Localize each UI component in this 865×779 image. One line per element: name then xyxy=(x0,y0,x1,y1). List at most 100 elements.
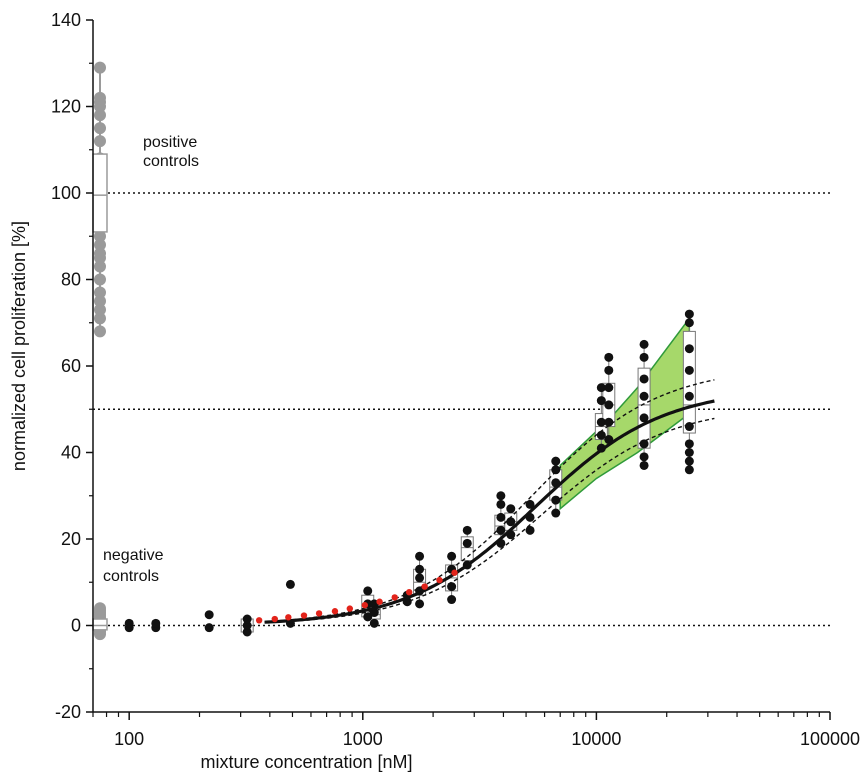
red-marker xyxy=(346,605,354,612)
data-points xyxy=(124,309,694,637)
y-tick-label: 0 xyxy=(71,616,81,636)
data-point xyxy=(551,495,561,505)
x-tick-label: 100000 xyxy=(800,729,860,749)
red-marker xyxy=(271,615,278,623)
y-tick-label: -20 xyxy=(55,702,81,722)
positive-control-point xyxy=(93,286,106,299)
data-point xyxy=(684,448,694,457)
data-point xyxy=(604,365,614,375)
red-marker xyxy=(285,614,292,621)
y-tick-label: 60 xyxy=(61,356,81,376)
red-marker xyxy=(421,583,428,590)
x-tick-label: 10000 xyxy=(571,729,621,749)
positive-control-point xyxy=(93,312,106,325)
data-point xyxy=(684,391,694,401)
red-marker xyxy=(300,612,308,619)
negative-control-box xyxy=(92,618,108,631)
positive-control-point xyxy=(93,230,106,243)
data-point xyxy=(496,525,506,535)
data-point xyxy=(496,512,506,522)
fit-curve xyxy=(264,399,715,624)
data-point xyxy=(684,365,694,375)
data-point xyxy=(242,627,252,637)
positive-control-point xyxy=(93,247,106,260)
data-point xyxy=(242,621,252,630)
data-point xyxy=(242,614,252,624)
data-point xyxy=(596,396,606,406)
y-axis-title: normalized cell proliferation [%] xyxy=(9,221,29,471)
data-point xyxy=(596,417,606,427)
positive-control-point xyxy=(93,295,106,308)
data-point xyxy=(506,517,516,527)
positive-control-point xyxy=(93,273,106,286)
data-point xyxy=(639,413,649,423)
data-point xyxy=(506,504,516,514)
data-point xyxy=(415,564,425,574)
red-marker xyxy=(376,598,383,605)
positive-control-box xyxy=(92,153,108,233)
data-point xyxy=(124,618,134,628)
positive-control-point xyxy=(93,325,106,338)
fit-curves xyxy=(264,379,715,624)
annotations: positive controls negative controls xyxy=(103,134,199,585)
box-plots xyxy=(240,314,696,633)
positive-control-point xyxy=(93,303,106,316)
data-point xyxy=(639,460,649,470)
data-point xyxy=(551,465,561,475)
data-point xyxy=(496,491,506,501)
red-marker xyxy=(436,576,443,584)
data-point xyxy=(639,452,649,462)
red-marker xyxy=(315,610,323,617)
red-marker xyxy=(331,608,339,615)
positive-controls-label-line: controls xyxy=(143,153,199,170)
positive-control-point xyxy=(93,109,106,122)
data-point xyxy=(639,374,649,384)
y-tick-label: 140 xyxy=(51,10,81,30)
data-point xyxy=(447,595,457,605)
y-tick-label: 80 xyxy=(61,270,81,290)
positive-controls-label: positive controls xyxy=(143,134,199,170)
data-point xyxy=(684,309,694,319)
positive-control-point xyxy=(93,122,106,135)
red-marker xyxy=(451,569,458,576)
data-point xyxy=(415,551,425,561)
data-point xyxy=(415,599,425,609)
data-point xyxy=(369,618,379,628)
data-point xyxy=(596,383,606,393)
positive-control-point xyxy=(93,91,106,104)
data-point xyxy=(525,499,535,509)
data-point xyxy=(684,465,694,475)
data-point xyxy=(204,610,214,620)
data-point xyxy=(285,579,295,589)
red-marker xyxy=(391,594,398,601)
data-point xyxy=(496,499,506,509)
data-point xyxy=(639,352,649,362)
data-point xyxy=(151,618,161,628)
positive-control-point xyxy=(93,61,106,74)
data-point xyxy=(639,339,649,349)
data-point xyxy=(204,623,214,633)
red-marker xyxy=(405,588,413,596)
data-point xyxy=(604,383,614,393)
control-groups xyxy=(92,61,108,641)
data-point xyxy=(684,344,694,354)
data-point xyxy=(604,417,614,427)
negative-control-point xyxy=(93,602,106,615)
negative-controls-label: negative controls xyxy=(103,547,164,585)
positive-control-point xyxy=(93,260,106,273)
data-point xyxy=(639,439,649,449)
data-point xyxy=(363,586,373,596)
confidence-band-lower xyxy=(264,417,715,624)
data-point xyxy=(684,456,694,466)
positive-control-point xyxy=(93,135,106,148)
axes: -20 0 20 40 60 80 100 120 140 100 1000 10000 100000 m… xyxy=(9,10,860,772)
x-tick-label: 100 xyxy=(114,729,144,749)
x-tick-label: 1000 xyxy=(343,729,383,749)
data-point xyxy=(462,525,472,535)
y-tick-label: 40 xyxy=(61,443,81,463)
x-axis-title: mixture concentration [nM] xyxy=(200,752,412,772)
y-tick-label: 120 xyxy=(51,97,81,117)
data-point xyxy=(462,538,472,548)
data-point xyxy=(551,508,561,518)
